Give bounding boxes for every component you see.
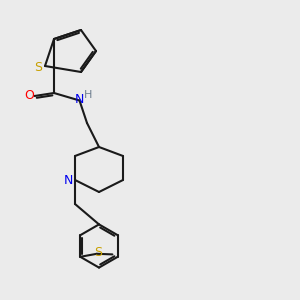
Text: N: N	[75, 93, 84, 106]
Text: S: S	[94, 246, 102, 260]
Text: O: O	[24, 89, 34, 103]
Text: H: H	[84, 90, 92, 100]
Text: N: N	[64, 173, 73, 187]
Text: S: S	[34, 61, 42, 74]
